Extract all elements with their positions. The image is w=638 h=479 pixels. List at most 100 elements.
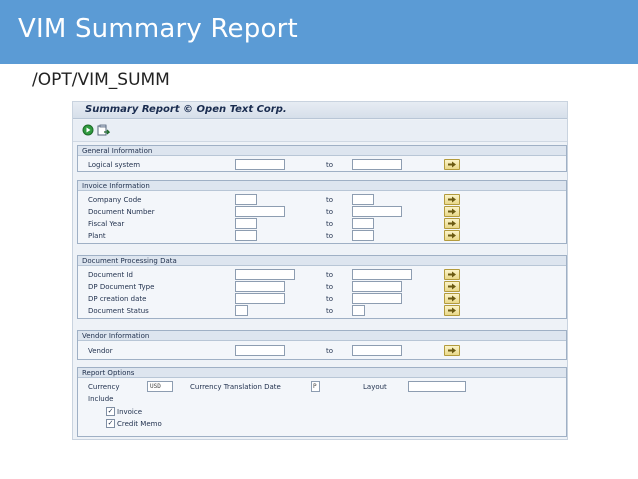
dp-document-type-label: DP Document Type — [88, 283, 155, 291]
document-number-to-input[interactable] — [352, 206, 402, 217]
to-label: to — [326, 283, 334, 291]
row-document-number: Document Number to — [78, 206, 566, 218]
plant-label: Plant — [88, 232, 106, 240]
group-title: Vendor Information — [78, 331, 566, 341]
multiple-selection-button[interactable] — [444, 269, 460, 280]
to-label: to — [326, 161, 334, 169]
get-variant-button[interactable] — [97, 124, 110, 136]
row-currency: Currency USD Currency Translation Date P… — [78, 381, 566, 393]
multiple-selection-button[interactable] — [444, 159, 460, 170]
fiscal-year-to-input[interactable] — [352, 218, 374, 229]
invoice-checkbox[interactable]: ✓ — [106, 407, 115, 416]
document-id-from-input[interactable] — [235, 269, 295, 280]
multiple-selection-icon — [448, 208, 456, 215]
get-variant-icon — [97, 124, 110, 136]
document-number-from-input[interactable] — [235, 206, 285, 217]
execute-icon — [82, 124, 93, 136]
vendor-to-input[interactable] — [352, 345, 402, 356]
include-label: Include — [88, 395, 114, 403]
dp-document-type-from-input[interactable] — [235, 281, 285, 292]
currency-translation-date-label: Currency Translation Date — [190, 383, 281, 391]
execute-button[interactable] — [81, 124, 94, 136]
currency-label: Currency — [88, 383, 120, 391]
currency-translation-date-input[interactable]: P — [311, 381, 320, 392]
to-label: to — [326, 232, 334, 240]
logical-system-to-input[interactable] — [352, 159, 402, 170]
row-company-code: Company Code to — [78, 194, 566, 206]
group-document-processing-data: Document Processing Data Document Id to … — [77, 255, 567, 319]
plant-from-input[interactable] — [235, 230, 257, 241]
multiple-selection-button[interactable] — [444, 218, 460, 229]
document-status-from-input[interactable] — [235, 305, 248, 316]
layout-label: Layout — [363, 383, 387, 391]
multiple-selection-icon — [448, 283, 456, 290]
credit-memo-checkbox[interactable]: ✓ — [106, 419, 115, 428]
fiscal-year-label: Fiscal Year — [88, 220, 125, 228]
slide-header: VIM Summary Report — [0, 0, 638, 64]
group-invoice-information: Invoice Information Company Code to Docu… — [77, 180, 567, 244]
sap-titlebar: Summary Report © Open Text Corp. — [73, 102, 567, 119]
logical-system-label: Logical system — [88, 161, 141, 169]
row-vendor: Vendor to — [78, 345, 566, 357]
sap-screen: Summary Report © Open Text Corp. General… — [72, 101, 568, 440]
slide-title: VIM Summary Report — [18, 14, 298, 44]
row-plant: Plant to — [78, 230, 566, 242]
invoice-checkbox-label: Invoice — [117, 408, 143, 416]
document-id-to-input[interactable] — [352, 269, 412, 280]
transaction-code: /OPT/VIM_SUMM — [32, 70, 170, 90]
multiple-selection-button[interactable] — [444, 305, 460, 316]
application-toolbar — [73, 120, 567, 142]
row-document-id: Document Id to — [78, 269, 566, 281]
to-label: to — [326, 271, 334, 279]
multiple-selection-icon — [448, 161, 456, 168]
multiple-selection-icon — [448, 347, 456, 354]
row-include: Include — [78, 393, 566, 405]
group-title: Invoice Information — [78, 181, 566, 191]
row-fiscal-year: Fiscal Year to — [78, 218, 566, 230]
document-status-to-input[interactable] — [352, 305, 365, 316]
row-include-credit-memo: ✓ Credit Memo — [78, 418, 566, 430]
group-report-options: Report Options Currency USD Currency Tra… — [77, 367, 567, 437]
multiple-selection-icon — [448, 307, 456, 314]
credit-memo-checkbox-label: Credit Memo — [117, 420, 162, 428]
multiple-selection-icon — [448, 196, 456, 203]
multiple-selection-button[interactable] — [444, 230, 460, 241]
multiple-selection-button[interactable] — [444, 206, 460, 217]
multiple-selection-button[interactable] — [444, 194, 460, 205]
document-number-label: Document Number — [88, 208, 155, 216]
dp-creation-date-to-input[interactable] — [352, 293, 402, 304]
vendor-from-input[interactable] — [235, 345, 285, 356]
company-code-from-input[interactable] — [235, 194, 257, 205]
fiscal-year-from-input[interactable] — [235, 218, 257, 229]
to-label: to — [326, 220, 334, 228]
multiple-selection-button[interactable] — [444, 281, 460, 292]
multiple-selection-icon — [448, 271, 456, 278]
multiple-selection-icon — [448, 220, 456, 227]
to-label: to — [326, 196, 334, 204]
plant-to-input[interactable] — [352, 230, 374, 241]
multiple-selection-icon — [448, 295, 456, 302]
row-include-invoice: ✓ Invoice — [78, 406, 566, 418]
row-dp-document-type: DP Document Type to — [78, 281, 566, 293]
to-label: to — [326, 208, 334, 216]
multiple-selection-button[interactable] — [444, 293, 460, 304]
group-vendor-information: Vendor Information Vendor to — [77, 330, 567, 360]
group-title: Document Processing Data — [78, 256, 566, 266]
sap-screen-title: Summary Report © Open Text Corp. — [85, 104, 287, 115]
layout-input[interactable] — [408, 381, 466, 392]
row-document-status: Document Status to — [78, 305, 566, 317]
multiple-selection-button[interactable] — [444, 345, 460, 356]
vendor-label: Vendor — [88, 347, 113, 355]
dp-creation-date-from-input[interactable] — [235, 293, 285, 304]
row-logical-system: Logical system to — [78, 159, 566, 171]
company-code-to-input[interactable] — [352, 194, 374, 205]
row-dp-creation-date: DP creation date to — [78, 293, 566, 305]
group-title: General Information — [78, 146, 566, 156]
group-title: Report Options — [78, 368, 566, 378]
currency-input[interactable]: USD — [147, 381, 173, 392]
to-label: to — [326, 307, 334, 315]
multiple-selection-icon — [448, 232, 456, 239]
to-label: to — [326, 295, 334, 303]
logical-system-from-input[interactable] — [235, 159, 285, 170]
dp-document-type-to-input[interactable] — [352, 281, 402, 292]
